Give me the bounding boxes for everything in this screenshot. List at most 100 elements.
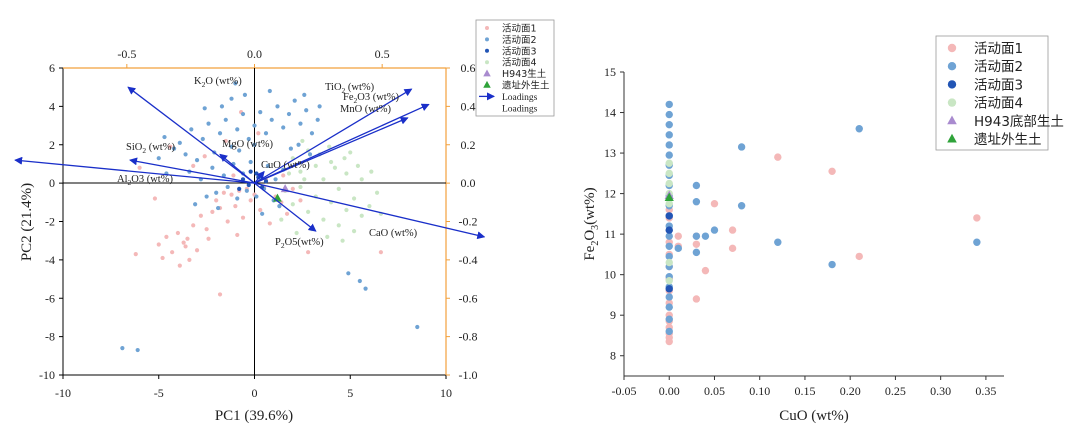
biplot-x-tick-label: -10 bbox=[55, 386, 71, 400]
pca-biplot-chart: -10 -5 0 5 10 -10 -8 -6 -4 -2 0 2 4 6 -0.5 0.0 0.5 0.6 0.4… bbox=[14, 19, 555, 424]
biplot-point bbox=[336, 223, 341, 228]
scatter-point bbox=[665, 258, 673, 267]
biplot-point bbox=[246, 182, 251, 188]
biplot-y-tick-label: 4 bbox=[49, 99, 55, 113]
scatter-point bbox=[774, 238, 782, 246]
scatter-legend-marker bbox=[947, 61, 957, 71]
biplot-point bbox=[344, 171, 349, 176]
biplot-point bbox=[304, 108, 309, 113]
biplot-point bbox=[298, 121, 303, 126]
scatter-legend-label: 遗址外生土 bbox=[974, 132, 1042, 148]
loading-arrow bbox=[254, 182, 486, 240]
biplot-point bbox=[252, 142, 257, 147]
biplot-y-tick-label: 6 bbox=[49, 61, 55, 75]
scatter-point bbox=[692, 295, 701, 303]
scatter-point bbox=[710, 226, 719, 234]
biplot-point bbox=[306, 250, 311, 255]
biplot-point bbox=[135, 347, 140, 353]
biplot-point bbox=[177, 263, 182, 268]
biplot-point bbox=[267, 88, 272, 94]
biplot-point bbox=[275, 104, 280, 109]
biplot-legend-marker bbox=[485, 48, 489, 53]
biplot-point bbox=[235, 127, 240, 132]
biplot-point bbox=[321, 177, 326, 182]
scatter-y-tick-label: 13 bbox=[604, 146, 616, 160]
biplot-right-tick-label: -0.8 bbox=[459, 330, 478, 344]
scatter-y-title-mid: O bbox=[582, 230, 598, 241]
scatter-y-tick-label: 11 bbox=[604, 227, 616, 241]
scatter-point bbox=[665, 131, 673, 139]
biplot-y-tick-label: 0 bbox=[49, 176, 55, 190]
scatter-x-tick-label: 0.20 bbox=[840, 384, 861, 398]
scatter-x-tick-label: 0.35 bbox=[975, 384, 996, 398]
scatter-point bbox=[692, 232, 701, 240]
biplot-point bbox=[242, 92, 248, 97]
biplot-point bbox=[302, 92, 307, 97]
biplot-point bbox=[235, 232, 240, 238]
biplot-point bbox=[189, 127, 194, 132]
biplot-point bbox=[290, 186, 295, 191]
biplot-point bbox=[286, 171, 292, 176]
biplot-point bbox=[281, 125, 286, 130]
biplot-point bbox=[307, 152, 313, 157]
biplot-point bbox=[294, 230, 299, 236]
biplot-y-axis-title: PC2 (21.4%) bbox=[19, 183, 35, 261]
biplot-point bbox=[152, 196, 158, 201]
scatter-legend-label: H943底部生土 bbox=[974, 114, 1064, 130]
biplot-right-tick-label: 0.2 bbox=[461, 138, 476, 152]
biplot-point bbox=[374, 190, 380, 195]
biplot-point bbox=[235, 196, 240, 201]
scatter-point bbox=[737, 202, 746, 210]
loading-arrow bbox=[129, 157, 255, 184]
scatter-x-tick-label: 0.05 bbox=[704, 384, 725, 398]
biplot-point bbox=[193, 202, 198, 207]
scatter-point bbox=[692, 248, 701, 257]
biplot-point bbox=[351, 228, 357, 234]
scatter-legend-marker bbox=[947, 80, 957, 89]
scatter-x-axis-title: CuO (wt%) bbox=[779, 408, 849, 424]
scatter-points bbox=[664, 100, 981, 346]
biplot-point bbox=[217, 292, 223, 297]
scatter-point bbox=[665, 141, 673, 149]
biplot-legend-marker bbox=[485, 37, 489, 42]
biplot-point bbox=[198, 213, 203, 218]
scatter-x-tick-label: 0.10 bbox=[749, 384, 770, 398]
biplot-point bbox=[306, 209, 311, 215]
biplot-point bbox=[292, 98, 297, 103]
biplot-point bbox=[210, 165, 215, 170]
scatter-y-title-tail: (wt%) bbox=[582, 187, 598, 225]
loading-label: MgO (wt%) bbox=[222, 139, 274, 150]
biplot-point bbox=[346, 271, 351, 276]
loading-label: P2O5(wt%) bbox=[275, 237, 324, 250]
biplot-point bbox=[367, 204, 372, 209]
biplot-right-tick-label: 0.4 bbox=[461, 99, 476, 113]
biplot-point bbox=[191, 163, 196, 168]
biplot-point bbox=[263, 131, 269, 136]
scatter-legend-marker bbox=[947, 43, 957, 53]
biplot-point bbox=[254, 171, 259, 176]
biplot-y-tick-label: -10 bbox=[39, 368, 55, 382]
biplot-point bbox=[137, 165, 142, 170]
biplot-point bbox=[240, 111, 246, 117]
biplot-point bbox=[277, 204, 282, 209]
biplot-point bbox=[233, 204, 238, 209]
scatter-legend-label: 活动面1 bbox=[974, 41, 1023, 57]
scatter-x-tick-label: 0.30 bbox=[930, 384, 951, 398]
biplot-x-tick-label: 5 bbox=[347, 386, 353, 400]
biplot-point bbox=[183, 244, 188, 249]
biplot-point bbox=[300, 138, 305, 144]
biplot-point bbox=[168, 144, 173, 149]
biplot-point bbox=[194, 158, 200, 163]
biplot-point bbox=[202, 106, 207, 111]
biplot-legend-label: 遗址外生土 bbox=[502, 80, 550, 92]
biplot-point bbox=[221, 190, 226, 195]
biplot-legend: 活动面1活动面2活动面3活动面4H943生土遗址外生土LoadingsLoadi… bbox=[475, 19, 555, 117]
biplot-point bbox=[246, 136, 251, 142]
biplot-right-tick-label: -0.4 bbox=[459, 253, 478, 267]
biplot-x-tick-label: 0 bbox=[252, 386, 258, 400]
biplot-point bbox=[223, 138, 228, 144]
scatter-point bbox=[665, 232, 673, 240]
scatter-legend-box bbox=[935, 35, 1049, 151]
scatter-x-tick-label: 0.25 bbox=[885, 384, 906, 398]
loading-arrow bbox=[254, 88, 413, 184]
